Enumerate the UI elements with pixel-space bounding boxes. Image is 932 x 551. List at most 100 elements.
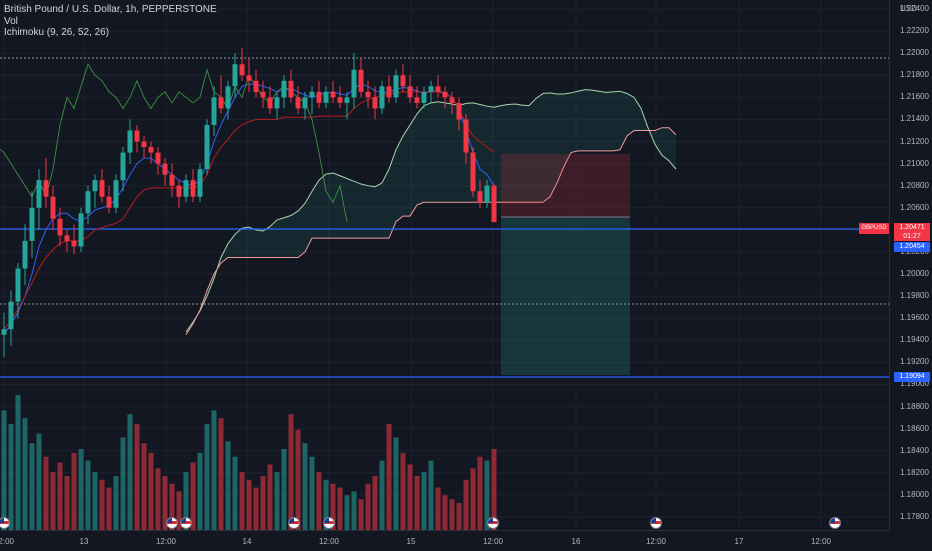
candle-body (400, 75, 406, 87)
candle (120, 147, 126, 192)
candle-body (232, 64, 238, 87)
horizontal-lines[interactable] (0, 57, 889, 378)
candle (99, 169, 105, 203)
volume-bar (260, 476, 266, 530)
us-flag-icon[interactable] (166, 517, 178, 529)
volume-bar (15, 395, 21, 530)
candle-body (239, 64, 245, 76)
candle-body (204, 124, 210, 170)
symbol-title[interactable]: British Pound / U.S. Dollar, 1h, PEPPERS… (4, 4, 217, 15)
volume-bar (64, 476, 70, 530)
candle-body (421, 91, 427, 103)
candle-body (22, 240, 28, 269)
us-flag-icon[interactable] (650, 517, 662, 529)
volume-bar (484, 460, 490, 530)
candle-body (260, 91, 266, 98)
candle-body (428, 86, 434, 92)
volume-bar (456, 503, 462, 530)
candle (225, 80, 231, 120)
candle (337, 86, 343, 109)
senkou-span-b-line (185, 127, 677, 336)
volume-bar (239, 472, 245, 530)
price-tick: 1.21600 (900, 92, 929, 102)
volume-legend[interactable]: Vol (4, 15, 18, 27)
volume-bar (358, 499, 364, 530)
candle-body (267, 97, 273, 109)
candle (267, 86, 273, 114)
volume-bar (365, 483, 371, 530)
volume-bar (246, 479, 252, 530)
volume-bar (400, 452, 406, 530)
candle-body (169, 174, 175, 186)
candle (330, 80, 336, 103)
price-tick: 1.20000 (900, 269, 929, 279)
candle-body (435, 86, 441, 92)
candle (148, 141, 154, 164)
candle-body (274, 97, 280, 109)
us-flag-icon[interactable] (288, 517, 300, 529)
take-profit-zone[interactable] (501, 217, 630, 375)
volume-bar (274, 472, 280, 530)
price-tick: 1.19000 (900, 379, 929, 389)
us-flag-icon[interactable] (829, 517, 841, 529)
candle (246, 58, 252, 92)
candle (204, 119, 210, 175)
candle-body (379, 86, 385, 109)
volume-bar (330, 483, 336, 530)
us-flag-icon[interactable] (323, 517, 335, 529)
candle (43, 158, 49, 208)
candle-body (106, 196, 112, 208)
candle (22, 224, 28, 286)
candle-body (197, 169, 203, 197)
volume-bar (141, 443, 147, 530)
time-label: 17 (734, 537, 744, 546)
candle (491, 183, 497, 223)
candle (169, 163, 175, 197)
us-flag-icon[interactable] (0, 517, 10, 529)
time-label: 13 (79, 537, 89, 546)
candlesticks[interactable] (1, 47, 497, 357)
candle-body (484, 185, 490, 203)
volume-bar (309, 456, 315, 530)
ichimoku-legend[interactable]: Ichimoku (9, 26, 52, 26) (4, 27, 110, 38)
candle (211, 86, 217, 136)
time-axis[interactable]: 12:00 13 12:00 14 12:00 15 12:00 16 12:00 17 12:00 (0, 530, 889, 551)
volume-bar (134, 423, 140, 530)
candle-body (190, 180, 196, 197)
candle (372, 86, 378, 120)
candle-body (442, 91, 448, 98)
candle (295, 86, 301, 114)
candle (407, 75, 413, 103)
candle (183, 174, 189, 203)
volume-bar (470, 468, 476, 530)
volume-bar (463, 479, 469, 530)
volume-bar (435, 487, 441, 530)
time-label: 15 (406, 537, 416, 546)
volume-bar (428, 460, 434, 530)
candle-body (309, 91, 315, 98)
price-tick: 1.20600 (900, 202, 929, 212)
volume-bar (71, 452, 77, 530)
candle (197, 163, 203, 203)
price-tick: 1.18000 (900, 489, 929, 499)
candle (456, 97, 462, 131)
short-position-tool[interactable] (501, 154, 630, 375)
us-flag-icon[interactable] (180, 517, 192, 529)
us-flag-icon[interactable] (487, 517, 499, 529)
candle (85, 185, 91, 225)
candle (302, 91, 308, 120)
price-tick: 1.21000 (900, 158, 929, 168)
chikou-span-line (0, 63, 348, 223)
volume-bar (253, 487, 259, 530)
stop-loss-zone[interactable] (501, 154, 630, 217)
candle-body (50, 196, 56, 219)
grid-lines (0, 0, 889, 530)
candle-body (358, 69, 364, 92)
candle (288, 69, 294, 103)
price-scale[interactable]: USD 1.22400 1.22200 1.22000 1.21800 1.21600 1… (889, 0, 932, 530)
candle (435, 75, 441, 98)
volume-bars (1, 395, 497, 530)
price-tick: 1.17800 (900, 512, 929, 521)
